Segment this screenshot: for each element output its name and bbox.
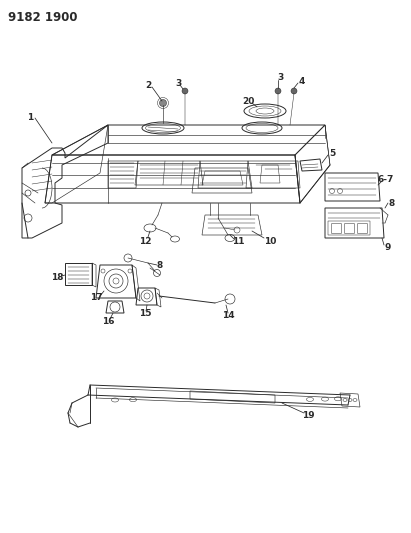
Circle shape [275, 88, 281, 94]
Text: 16: 16 [102, 317, 114, 326]
Circle shape [291, 88, 297, 94]
Text: 15: 15 [139, 309, 151, 318]
Text: 6-7: 6-7 [378, 174, 394, 183]
Text: 3: 3 [277, 74, 283, 83]
Text: 9182 1900: 9182 1900 [8, 11, 78, 24]
Text: 18: 18 [51, 272, 63, 281]
Text: 12: 12 [139, 237, 151, 246]
Text: 9: 9 [385, 244, 391, 253]
Text: 20: 20 [242, 96, 254, 106]
Text: 8: 8 [389, 198, 395, 207]
Circle shape [159, 100, 166, 107]
Text: 10: 10 [264, 237, 276, 246]
Text: 4: 4 [299, 77, 305, 85]
Text: 2: 2 [145, 80, 151, 90]
Text: 17: 17 [90, 294, 102, 303]
Text: 8: 8 [157, 261, 163, 270]
Text: 19: 19 [302, 411, 314, 421]
Text: 14: 14 [222, 311, 234, 319]
Text: 11: 11 [232, 237, 244, 246]
Circle shape [182, 88, 188, 94]
Text: 3: 3 [175, 78, 181, 87]
Text: 5: 5 [329, 149, 335, 157]
Text: 1: 1 [27, 114, 33, 123]
